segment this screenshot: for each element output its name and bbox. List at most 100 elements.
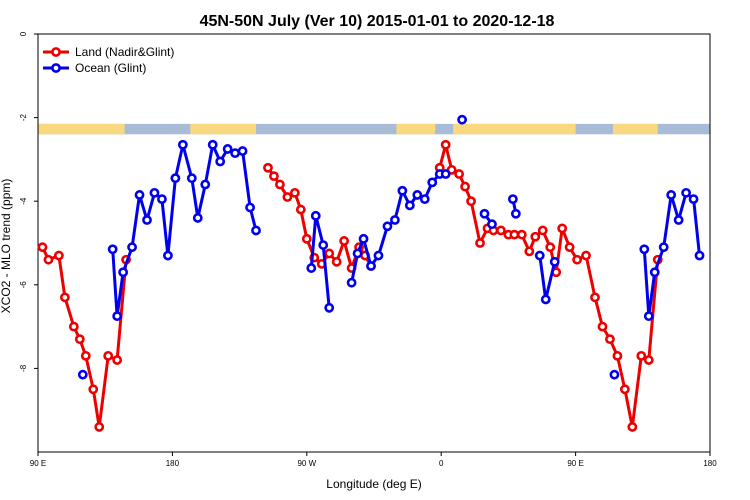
land-point-2-25 xyxy=(612,350,623,361)
land-point-2-5 xyxy=(466,196,476,207)
ocean-point-3-9 xyxy=(412,190,423,200)
ocean-line-1 xyxy=(111,143,258,318)
ocean-point-1-14 xyxy=(207,139,218,150)
ocean-point-9-3 xyxy=(658,242,669,253)
land-point-1-4 xyxy=(289,187,300,198)
ocean-point-9-6 xyxy=(681,187,692,198)
ocean-point-3-10 xyxy=(419,194,430,205)
ocean-point-1-16 xyxy=(222,144,233,154)
ocean-point-2-2 xyxy=(318,240,329,250)
x-tick-label-1: 180 xyxy=(166,459,180,468)
ocean-point-1-20 xyxy=(251,225,261,236)
y-tick-label-3: -6 xyxy=(19,281,28,289)
ocean-point-7-2 xyxy=(549,256,560,267)
x-tick-label-0: 90 E xyxy=(30,459,46,468)
ocean-point-1-17 xyxy=(230,148,241,159)
y-tick-label-4: -8 xyxy=(19,364,28,372)
ocean-point-1-7 xyxy=(157,194,167,205)
land-point-1-10 xyxy=(331,256,342,267)
land-point-2-28 xyxy=(636,350,647,361)
land-point-2-9 xyxy=(496,225,506,236)
x-tick-label-2: 90 W xyxy=(297,459,316,468)
land-point-2-11 xyxy=(509,229,520,240)
ocean-point-1-15 xyxy=(215,156,226,167)
land-point-1-6 xyxy=(301,233,312,244)
ocean-point-1-12 xyxy=(192,213,203,223)
ocean-point-9-8 xyxy=(694,250,705,261)
ocean-point-7-0 xyxy=(534,250,545,261)
legend-label-ocean: Ocean (Glint) xyxy=(75,61,146,75)
land-point-0-8 xyxy=(94,422,105,432)
land-point-2-19 xyxy=(564,242,575,253)
land-series xyxy=(37,139,663,432)
ocean-point-9-1 xyxy=(643,311,654,322)
land-point-1-9 xyxy=(324,248,335,259)
ocean-point-1-5 xyxy=(142,215,152,225)
chart-title: 45N-50N July (Ver 10) 2015-01-01 to 2020… xyxy=(200,13,555,30)
legend-marker-land xyxy=(51,47,61,57)
land-point-2-4 xyxy=(460,181,470,192)
ocean-point-3-3 xyxy=(366,261,376,271)
land-point-1-3 xyxy=(282,192,293,202)
ocean-point-9-5 xyxy=(673,215,684,225)
land-point-2-24 xyxy=(605,334,615,345)
land-point-0-3 xyxy=(59,292,70,303)
ocean-point-1-1 xyxy=(112,311,123,322)
ocean-point-5-0 xyxy=(479,208,490,219)
land-band-4 xyxy=(612,123,658,135)
land-point-2-22 xyxy=(590,292,600,303)
land-point-2-18 xyxy=(557,223,568,234)
ocean-point-2-1 xyxy=(310,210,321,221)
y-tick-label-0: 0 xyxy=(19,31,28,36)
land-point-2-27 xyxy=(627,422,638,432)
ocean-point-6-0 xyxy=(507,194,518,205)
land-point-0-0 xyxy=(37,242,48,253)
ocean-point-1-10 xyxy=(177,139,188,150)
y-tick-label-2: -4 xyxy=(19,197,28,205)
land-point-1-1 xyxy=(269,171,279,182)
x-tick-label-4: 90 E xyxy=(567,459,583,468)
land-point-0-5 xyxy=(74,334,85,345)
ocean-point-3-6 xyxy=(390,215,400,225)
ocean-point-3-11 xyxy=(427,177,438,188)
ocean-point-1-19 xyxy=(245,202,255,213)
land-band-3 xyxy=(453,123,576,135)
ocean-point-3-0 xyxy=(346,277,357,288)
land-point-2-23 xyxy=(597,321,608,332)
ocean-point-3-13 xyxy=(440,169,451,179)
legend: Land (Nadir&Glint) Ocean (Glint) xyxy=(43,45,174,75)
land-band-1 xyxy=(190,123,257,135)
land-point-2-16 xyxy=(545,242,556,253)
ocean-point-9-7 xyxy=(688,194,699,205)
ocean-series xyxy=(77,114,705,380)
land-point-0-2 xyxy=(54,250,64,261)
land-point-2-12 xyxy=(516,229,527,240)
land-point-2-20 xyxy=(572,254,582,265)
ocean-point-1-2 xyxy=(118,267,129,278)
axes: 90 E 180 90 W 0 90 E 180 0 -2 -4 -6 -8 xyxy=(19,31,717,468)
x-tick-label-3: 0 xyxy=(439,459,444,468)
plot-area xyxy=(38,123,710,135)
land-point-2-21 xyxy=(581,250,591,261)
ocean-point-5-1 xyxy=(487,219,497,230)
ocean-line-2 xyxy=(309,214,331,308)
ocean-band xyxy=(38,123,710,135)
land-point-0-4 xyxy=(68,321,79,332)
land-band-0 xyxy=(38,123,125,135)
ocean-point-1-13 xyxy=(200,179,211,190)
ocean-point-2-0 xyxy=(306,263,317,273)
ocean-point-1-9 xyxy=(170,173,181,184)
land-point-0-10 xyxy=(112,355,123,365)
land-point-2-3 xyxy=(454,169,465,179)
x-axis-label: Longitude (deg E) xyxy=(326,477,421,491)
land-point-0-7 xyxy=(88,384,99,395)
land-point-1-11 xyxy=(339,236,350,246)
ocean-point-4-0 xyxy=(457,114,468,125)
ocean-point-3-2 xyxy=(358,233,369,244)
land-point-1-2 xyxy=(275,179,285,190)
ocean-point-9-4 xyxy=(666,190,677,200)
ocean-point-1-18 xyxy=(237,146,248,156)
ocean-point-1-0 xyxy=(107,244,118,255)
land-band-2 xyxy=(396,123,436,135)
land-point-2-6 xyxy=(475,238,485,248)
